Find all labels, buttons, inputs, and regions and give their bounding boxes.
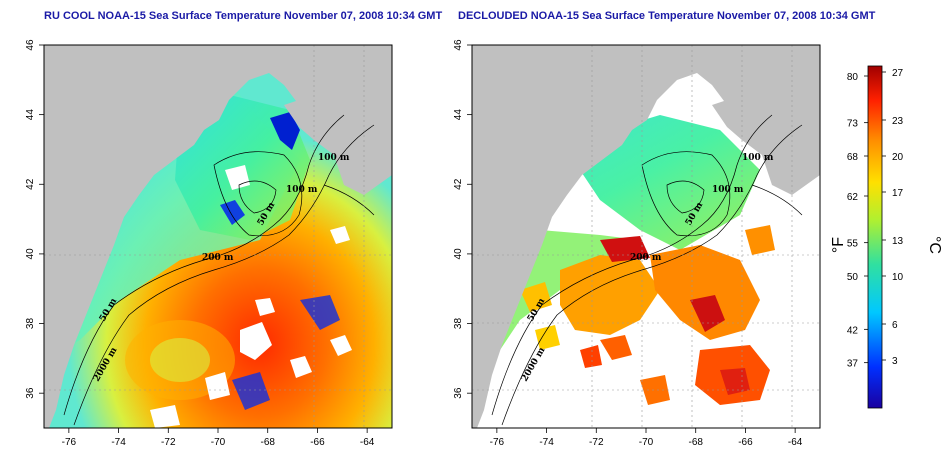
left-contour-label-200m: 200 m — [202, 253, 234, 263]
right-contour-label-200m: 200 m — [630, 253, 662, 263]
fahrenheit-tick-label: 80 — [847, 72, 859, 83]
celsius-tick-label: 13 — [892, 236, 904, 247]
right-lon-tick-label: -72 — [589, 437, 604, 448]
left-lat-tick-label: 46 — [25, 39, 36, 51]
left-lon-tick-label: -72 — [161, 437, 176, 448]
left-lon-tick-label: -64 — [360, 437, 375, 448]
left-lon-tick-label: -68 — [260, 437, 275, 448]
celsius-tick-label: 10 — [892, 272, 904, 283]
left-lat-tick-label: 44 — [25, 109, 36, 121]
left-map — [44, 45, 392, 428]
left-lat-tick-label: 36 — [25, 387, 36, 399]
left-axes: -76 -74 -72 -70 -68 -66 -64 46 44 42 40 38 36 — [25, 39, 375, 448]
left-gridlines — [44, 45, 392, 428]
fahrenheit-tick-label: 62 — [847, 192, 859, 203]
celsius-tick-label: 23 — [892, 116, 904, 127]
fahrenheit-tick-label: 37 — [847, 359, 859, 370]
right-map — [472, 45, 820, 428]
celsius-tick-label: 6 — [892, 320, 898, 331]
right-axes: -76 -74 -72 -70 -68 -66 -64 46 44 42 40 38 36 — [453, 39, 803, 448]
fahrenheit-tick-label: 42 — [847, 325, 859, 336]
right-lon-tick-label: -74 — [539, 437, 554, 448]
colorbar-ticks: 27 23 20 17 13 10 6 3 80 73 68 62 55 50 42 37 — [847, 68, 904, 370]
fahrenheit-tick-label: 73 — [847, 119, 859, 130]
colorbar — [867, 65, 883, 409]
left-panel-title: RU COOL NOAA-15 Sea Surface Temperature … — [44, 10, 443, 22]
left-lat-tick-label: 38 — [25, 318, 36, 330]
left-lon-tick-label: -66 — [310, 437, 325, 448]
right-lat-tick-label: 46 — [453, 39, 464, 51]
fahrenheit-tick-label: 50 — [847, 272, 859, 283]
celsius-label: °C — [926, 236, 943, 254]
right-lat-tick-label: 42 — [453, 178, 464, 190]
left-contour-label-100m-b: 100 m — [286, 185, 318, 195]
right-lon-tick-label: -76 — [490, 437, 505, 448]
celsius-tick-label: 17 — [892, 188, 904, 199]
right-lon-tick-label: -66 — [738, 437, 753, 448]
left-lat-tick-label: 42 — [25, 178, 36, 190]
left-lon-tick-label: -74 — [111, 437, 126, 448]
left-lat-tick-label: 40 — [25, 248, 36, 260]
right-lat-tick-label: 44 — [453, 109, 464, 121]
right-lon-tick-label: -70 — [639, 437, 654, 448]
right-contour-label-100m-a: 100 m — [742, 153, 774, 163]
celsius-tick-label: 27 — [892, 68, 904, 79]
celsius-tick-label: 20 — [892, 152, 904, 163]
right-lon-tick-label: -68 — [688, 437, 703, 448]
left-contours — [63, 114, 375, 426]
left-lon-tick-label: -70 — [211, 437, 226, 448]
celsius-tick-label: 3 — [892, 356, 898, 367]
fahrenheit-tick-label: 68 — [847, 152, 859, 163]
fahrenheit-tick-label: 55 — [847, 239, 859, 250]
right-contour-label-100m-b: 100 m — [712, 185, 744, 195]
right-panel-title: DECLOUDED NOAA-15 Sea Surface Temperatur… — [458, 10, 876, 22]
left-lon-tick-label: -76 — [62, 437, 77, 448]
fahrenheit-label: °F — [830, 237, 847, 253]
right-lat-tick-label: 36 — [453, 387, 464, 399]
right-contours — [491, 114, 803, 426]
right-gridlines — [472, 45, 820, 428]
right-lon-tick-label: -64 — [788, 437, 803, 448]
left-contour-label-100m-a: 100 m — [318, 153, 350, 163]
right-lat-tick-label: 40 — [453, 248, 464, 260]
right-lat-tick-label: 38 — [453, 318, 464, 330]
